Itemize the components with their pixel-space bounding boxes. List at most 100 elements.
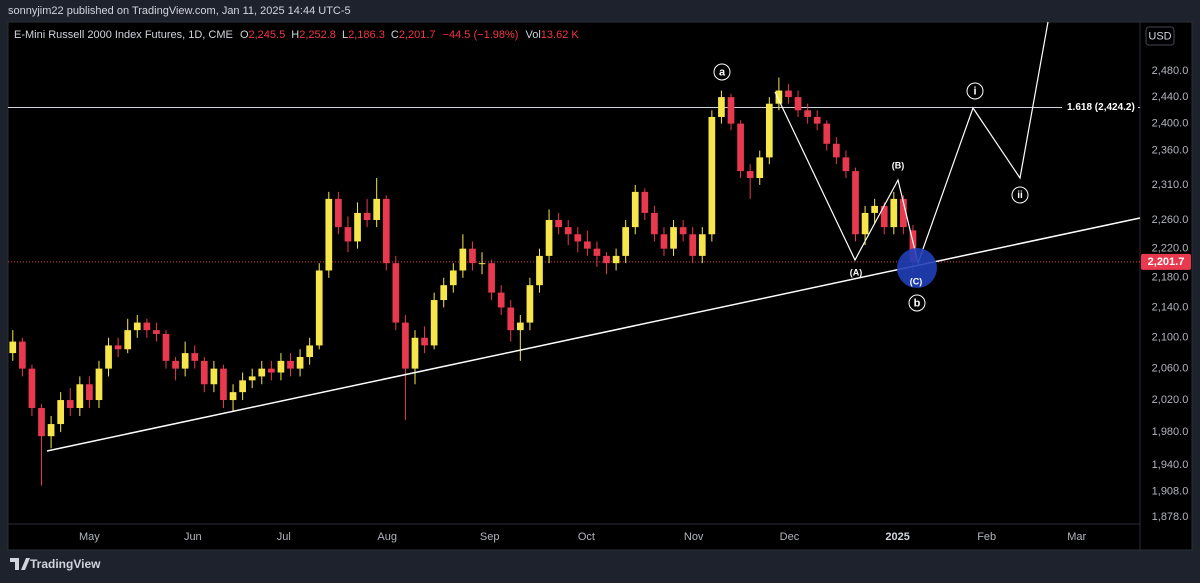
candle-body bbox=[430, 300, 438, 346]
y-tick-label: 2,400.0 bbox=[1152, 118, 1189, 130]
candle-body bbox=[258, 368, 266, 377]
candle-body bbox=[641, 191, 649, 213]
x-tick-label: Sep bbox=[480, 531, 500, 543]
y-tick-label: 1,940.0 bbox=[1152, 459, 1189, 471]
candle-body bbox=[210, 368, 218, 385]
candle-body bbox=[670, 227, 677, 249]
low: 2,186.3 bbox=[348, 29, 385, 41]
volume: 13.62 K bbox=[541, 29, 580, 41]
candle-body bbox=[191, 353, 199, 361]
candle-body bbox=[86, 384, 93, 401]
candle-body bbox=[708, 116, 716, 235]
x-tick-label: Aug bbox=[377, 531, 397, 543]
candle-body bbox=[47, 424, 55, 437]
candle-body bbox=[38, 408, 45, 437]
fib-label: 1.618 (2,424.2) bbox=[1067, 102, 1135, 113]
currency-button[interactable] bbox=[1145, 26, 1175, 46]
y-tick-label: 2,220.0 bbox=[1152, 243, 1189, 255]
candle-body bbox=[172, 360, 179, 369]
x-tick-label: May bbox=[79, 531, 100, 543]
open-key: O bbox=[240, 29, 249, 41]
candle-body bbox=[746, 171, 754, 178]
last-price-label: 2,201.7 bbox=[1148, 256, 1185, 268]
candle-body bbox=[622, 227, 630, 256]
x-tick-label: Jul bbox=[277, 531, 291, 543]
wave-label: a bbox=[719, 66, 726, 78]
candle-body bbox=[76, 384, 84, 409]
y-tick-label: 1,878.0 bbox=[1152, 511, 1189, 523]
y-tick-label: 1,980.0 bbox=[1152, 426, 1189, 438]
candle-body bbox=[153, 330, 160, 334]
open: 2,245.5 bbox=[249, 29, 286, 41]
candle-body bbox=[287, 360, 294, 369]
candle-body bbox=[564, 227, 572, 235]
wave-label: (A) bbox=[850, 267, 863, 277]
close: 2,201.7 bbox=[399, 29, 436, 41]
high: 2,252.8 bbox=[299, 29, 336, 41]
candle-body bbox=[335, 198, 342, 228]
candle-body bbox=[421, 337, 428, 346]
candle-body bbox=[603, 255, 610, 264]
candle-body bbox=[220, 368, 227, 401]
candle-body bbox=[526, 285, 534, 323]
candle-body bbox=[852, 171, 859, 235]
symbol: E-Mini Russell 2000 Index Futures, 1D, C… bbox=[14, 29, 233, 41]
wave-label: ii bbox=[1017, 190, 1023, 201]
x-tick-label: 2025 bbox=[885, 531, 909, 543]
candle-body bbox=[555, 220, 562, 228]
candle-body bbox=[756, 157, 764, 178]
candle-body bbox=[545, 220, 553, 256]
candle-body bbox=[449, 270, 457, 286]
candle-body bbox=[162, 333, 170, 361]
label-circle bbox=[908, 294, 926, 312]
candle-body bbox=[823, 123, 831, 144]
candle-body bbox=[133, 322, 141, 331]
candle-body bbox=[890, 198, 898, 228]
footer: TradingView bbox=[10, 557, 101, 571]
candle-body bbox=[909, 230, 917, 262]
x-tick-label: Mar bbox=[1067, 531, 1086, 543]
candle-body bbox=[842, 157, 850, 172]
candle-body bbox=[95, 368, 103, 401]
candle-body bbox=[325, 198, 333, 271]
brand: TradingView bbox=[30, 557, 101, 571]
x-tick-label: Nov bbox=[684, 531, 704, 543]
candle-body bbox=[660, 234, 668, 249]
highlight-circle bbox=[897, 248, 937, 288]
candle-body bbox=[181, 353, 189, 369]
last-price-tag bbox=[1141, 253, 1191, 270]
x-tick-label: Jun bbox=[184, 531, 202, 543]
brand-logo bbox=[10, 558, 30, 570]
candle-body bbox=[813, 116, 821, 124]
candle-body bbox=[880, 205, 888, 228]
candle-body bbox=[612, 255, 620, 264]
candle-body bbox=[344, 227, 352, 242]
candle-body bbox=[28, 368, 36, 409]
candle-body bbox=[516, 322, 524, 331]
candle-body bbox=[382, 198, 390, 264]
candle-body bbox=[392, 263, 400, 323]
currency[interactable]: USD bbox=[1148, 30, 1171, 42]
candle-body bbox=[737, 123, 744, 172]
candle-body bbox=[363, 212, 371, 221]
candle-body bbox=[267, 368, 275, 373]
volume-key: Vol bbox=[526, 29, 541, 41]
candle-body bbox=[440, 285, 448, 301]
candle-body bbox=[765, 103, 773, 158]
candle-body bbox=[478, 263, 486, 265]
y-tick-label: 2,100.0 bbox=[1152, 332, 1189, 344]
x-tick-label: Feb bbox=[977, 531, 996, 543]
candle-body bbox=[411, 337, 419, 369]
y-tick-label: 2,060.0 bbox=[1152, 363, 1189, 375]
candle-body bbox=[200, 360, 208, 385]
candle-body bbox=[373, 198, 381, 221]
candle-body bbox=[593, 248, 601, 256]
candle-body bbox=[718, 97, 725, 117]
candle-body bbox=[306, 345, 314, 357]
y-tick-label: 1,908.0 bbox=[1152, 485, 1189, 497]
candle-body bbox=[574, 234, 582, 242]
candle-body bbox=[689, 234, 697, 256]
candle-body bbox=[871, 205, 879, 213]
change: −44.5 (−1.98%) bbox=[443, 29, 519, 41]
wave-label: (C) bbox=[910, 276, 923, 286]
